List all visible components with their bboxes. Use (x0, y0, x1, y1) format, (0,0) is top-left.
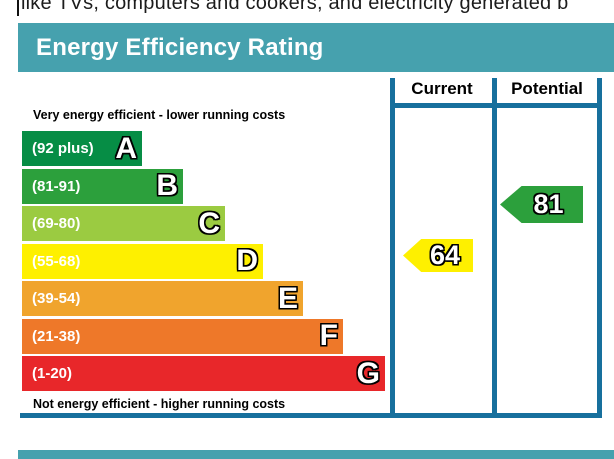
potential-rating-value: 81 (533, 189, 564, 219)
band-range-label: (39-54) (32, 290, 81, 307)
band-row-d: (55-68) D (22, 243, 263, 279)
band-range-label: (1-20) (32, 365, 73, 382)
note-not-efficient: Not energy efficient - higher running co… (33, 397, 286, 411)
band-row-e: (39-54) E (22, 281, 303, 316)
current-rating-arrow: 64 (403, 239, 473, 272)
column-header-current: Current (411, 79, 473, 98)
section-title-bar: Energy Efficiency Rating (18, 23, 614, 72)
band-range-label: (69-80) (32, 215, 81, 232)
table-border-middle (492, 78, 497, 418)
band-letter: A (115, 131, 137, 165)
table-header-underline (390, 103, 602, 108)
table-border-bottom (20, 413, 602, 418)
band-row-a: (92 plus) A (22, 131, 142, 166)
band-range-label: (92 plus) (32, 140, 94, 157)
text-cursor-mark (17, 0, 19, 16)
band-row-f: (21-38) F (22, 318, 343, 354)
band-row-c: (69-80) C (22, 206, 225, 241)
current-rating-value: 64 (429, 240, 461, 270)
next-section-bar (18, 450, 614, 459)
table-border-right (597, 78, 602, 418)
potential-rating-arrow: 81 (500, 186, 583, 223)
section-title: Energy Efficiency Rating (36, 33, 324, 61)
band-letter: E (277, 281, 298, 315)
band-letter: C (198, 206, 220, 240)
band-range-label: (55-68) (32, 252, 81, 270)
band-letter: D (236, 244, 258, 277)
band-letter: G (356, 356, 380, 390)
band-range-label: (81-91) (32, 177, 81, 195)
table-border-left (390, 78, 395, 418)
rating-band-scale: (92 plus) A (81-91) B (69-80) C (55-68) … (22, 131, 385, 394)
column-header-potential: Potential (511, 79, 583, 98)
band-row-b: (81-91) B (22, 168, 183, 204)
band-range-label: (21-38) (32, 327, 81, 345)
band-letter: F (319, 319, 338, 352)
note-very-efficient: Very energy efficient - lower running co… (33, 108, 286, 122)
band-row-g: (1-20) G (22, 356, 385, 391)
band-letter: B (156, 169, 178, 202)
intro-paragraph-clipped: like TVs, computers and cookers, and ele… (21, 0, 569, 14)
